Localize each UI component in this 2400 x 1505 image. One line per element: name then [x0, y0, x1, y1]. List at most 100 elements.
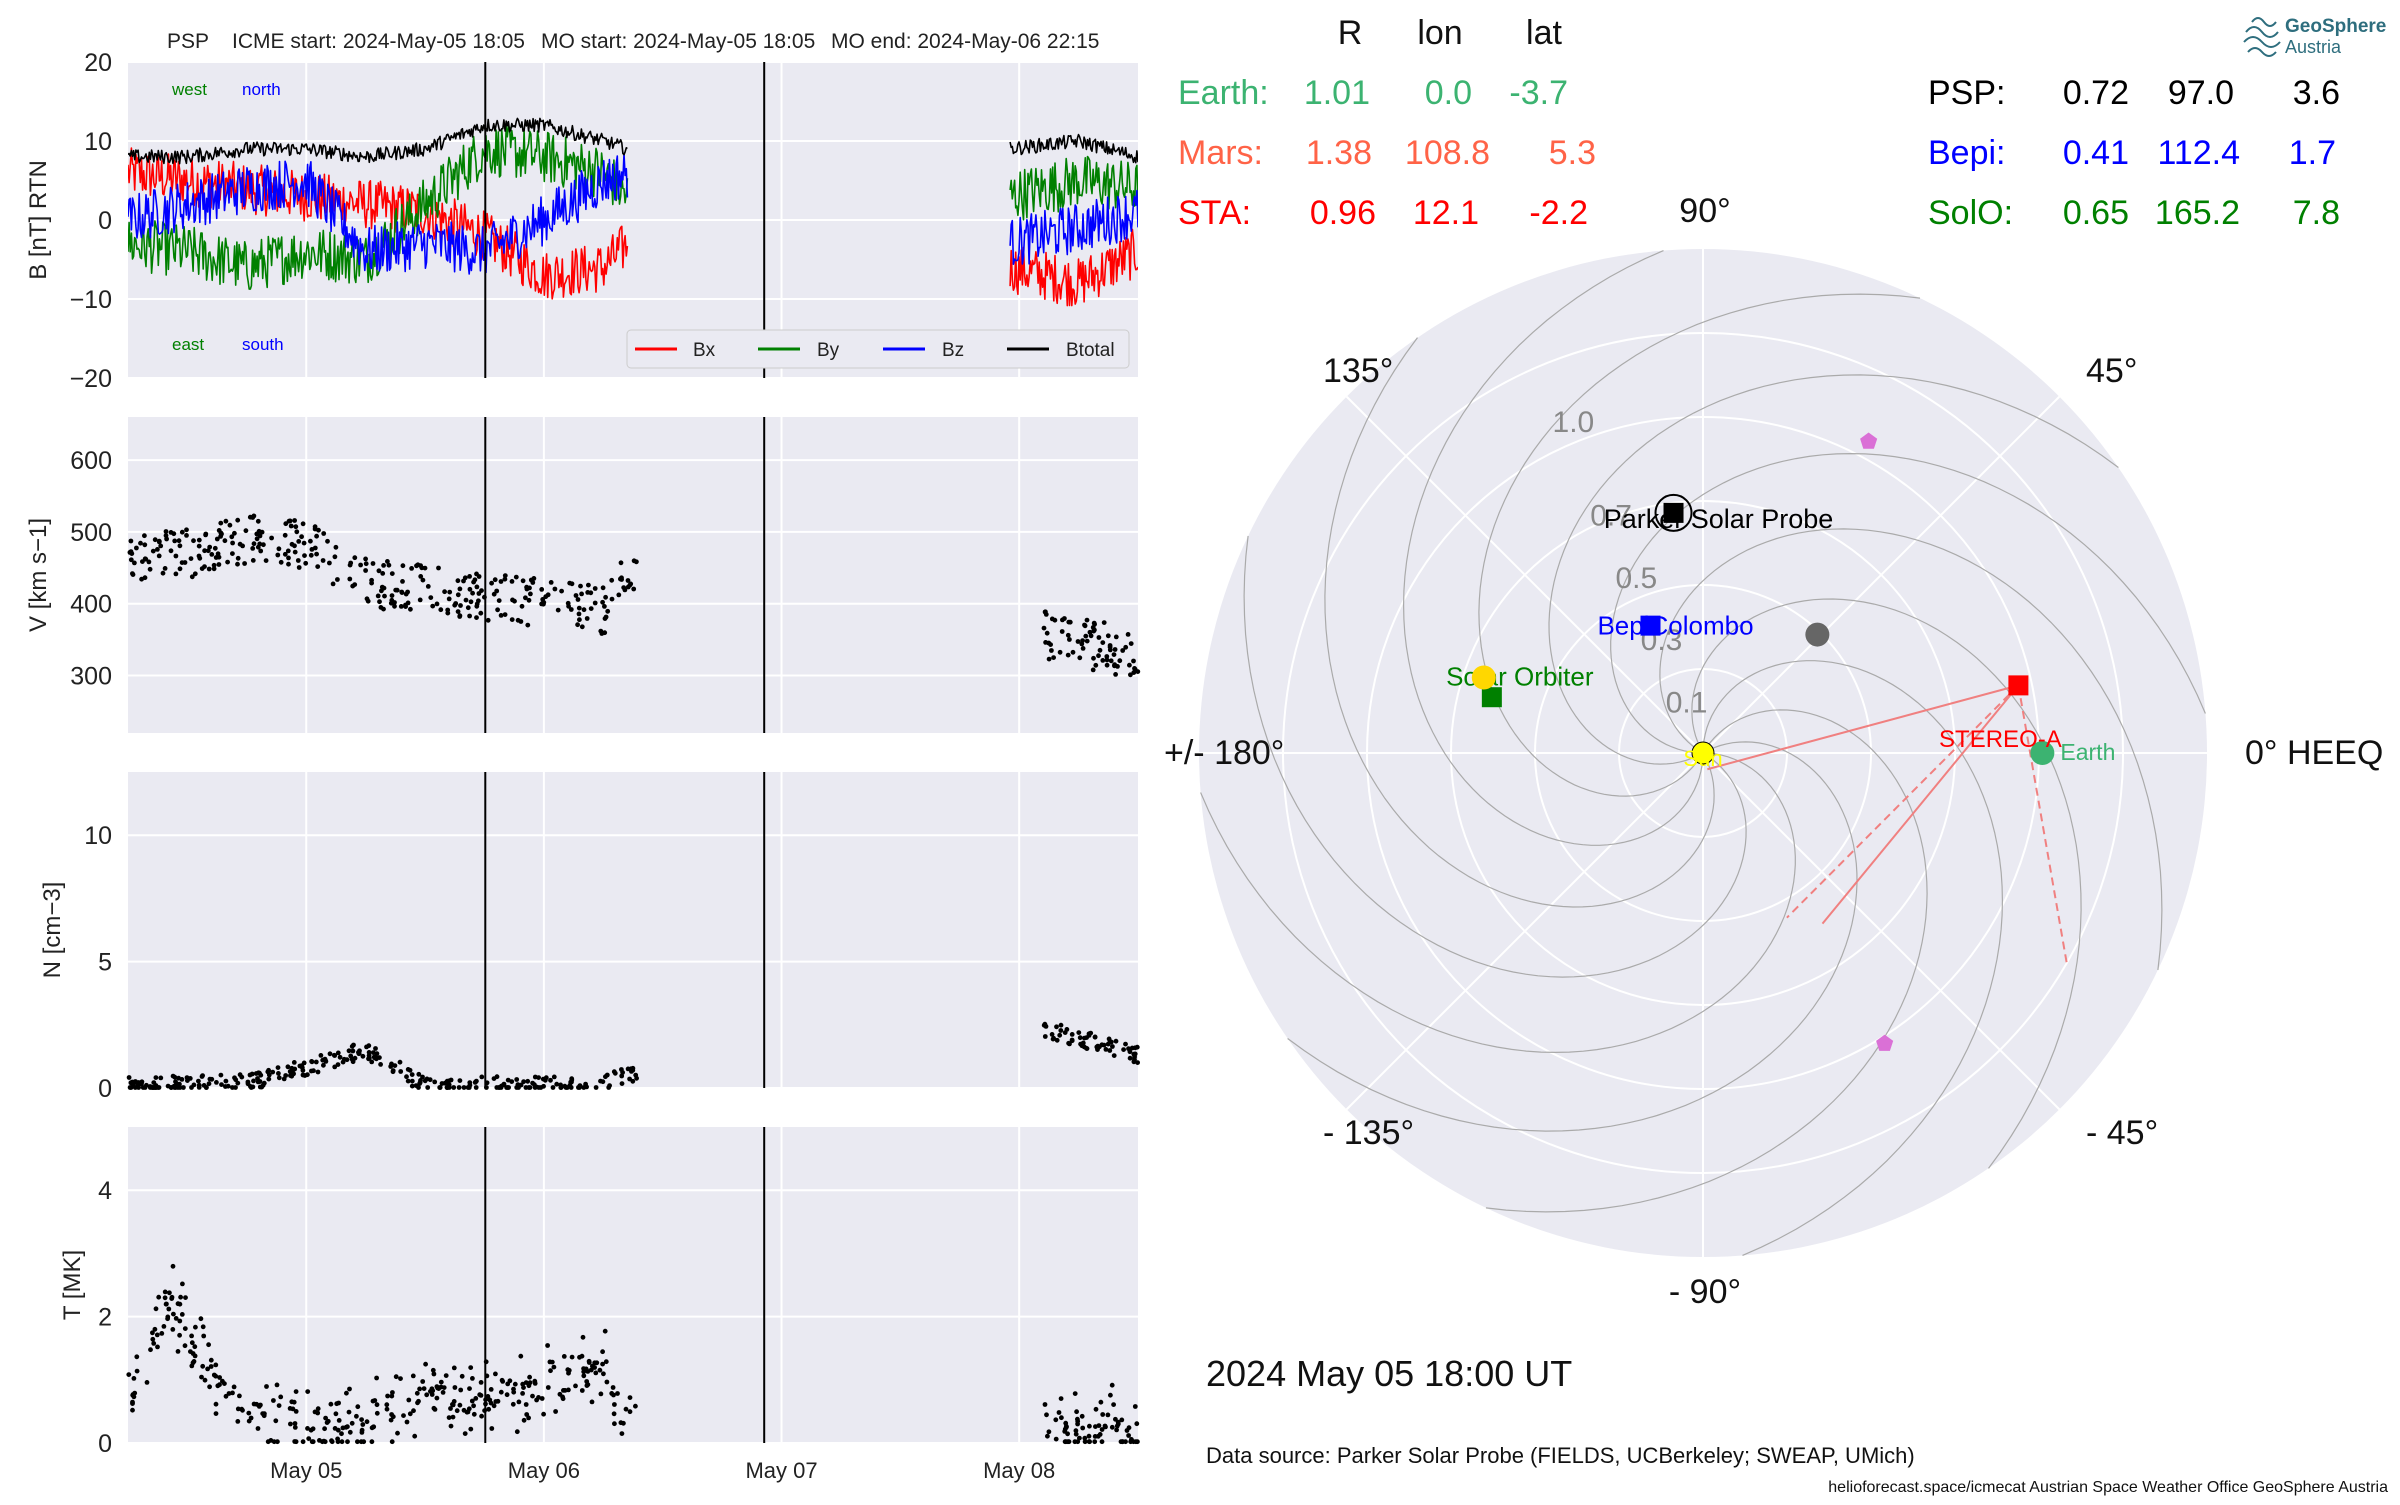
data-point [152, 537, 158, 543]
data-point [349, 1044, 355, 1049]
data-point [128, 557, 134, 563]
data-point [417, 1080, 423, 1085]
data-point [409, 1083, 415, 1089]
data-point [486, 1406, 492, 1412]
data-point [527, 1380, 533, 1386]
data-point [330, 581, 336, 587]
data-point [430, 603, 436, 609]
data-point [369, 1439, 375, 1445]
data-point [553, 1409, 558, 1414]
data-point [138, 540, 143, 546]
data-point [215, 551, 221, 557]
data-point [581, 607, 587, 613]
data-point [1042, 609, 1048, 615]
data-point [471, 1411, 477, 1417]
data-point [491, 591, 497, 597]
row-name: Earth: [1178, 74, 1269, 112]
data-point [489, 580, 494, 586]
data-point [598, 1078, 603, 1084]
data-point [242, 561, 248, 566]
body-solar-orbiter-label: Solar Orbiter [1446, 662, 1594, 692]
data-point [162, 1295, 168, 1301]
data-point [607, 1083, 612, 1088]
data-point [461, 1085, 467, 1090]
data-point [509, 617, 515, 622]
data-point [431, 1371, 437, 1377]
data-point [1042, 1402, 1048, 1407]
data-point [126, 1372, 132, 1377]
data-point [552, 586, 558, 592]
data-point [276, 1075, 282, 1081]
data-point [1069, 1032, 1075, 1037]
data-point [188, 1349, 193, 1354]
data-point [1113, 634, 1119, 640]
data-point [294, 529, 300, 535]
data-point [255, 1426, 261, 1431]
data-point [269, 535, 274, 541]
data-point [1084, 638, 1090, 644]
row-r: 0.41 [2063, 134, 2129, 172]
data-point [153, 1075, 159, 1080]
data-point [363, 561, 369, 567]
data-point [282, 551, 288, 557]
data-point [231, 1384, 237, 1390]
data-source: Data source: Parker Solar Probe (FIELDS,… [1206, 1443, 1915, 1468]
data-point [523, 1402, 529, 1407]
data-point [448, 1423, 454, 1429]
data-point [1041, 625, 1047, 631]
data-point [1077, 1435, 1082, 1441]
data-point [159, 1331, 165, 1336]
data-point [177, 566, 183, 572]
data-point [240, 1407, 245, 1413]
data-point [1063, 1420, 1069, 1426]
data-point [254, 536, 260, 542]
data-point [1046, 640, 1052, 646]
data-point [443, 1080, 449, 1086]
data-point [487, 1397, 493, 1403]
data-point [548, 1077, 553, 1083]
legend-box [626, 329, 1130, 369]
data-point [409, 1078, 415, 1084]
body-sun-label: Sun [1683, 746, 1722, 771]
data-point [625, 578, 631, 583]
data-point [251, 1078, 256, 1084]
data-point [516, 1085, 521, 1090]
data-point [147, 566, 153, 572]
data-point [131, 1376, 137, 1381]
data-point [1056, 1410, 1062, 1415]
data-point [170, 1327, 176, 1332]
data-point [465, 1409, 471, 1415]
series-group [126, 1021, 1140, 1090]
data-point [209, 552, 215, 557]
corner-label-west: west [171, 80, 207, 99]
data-point [230, 1085, 235, 1090]
data-point [1076, 1030, 1082, 1035]
data-point [610, 1385, 616, 1390]
panel-density: 10 5 0 N [cm−3] [39, 772, 1140, 1103]
data-point [1129, 1045, 1135, 1051]
data-point [132, 560, 137, 566]
data-point [292, 1421, 298, 1426]
data-point [1072, 1439, 1078, 1445]
data-point [331, 1052, 337, 1058]
data-point [166, 1306, 172, 1312]
data-point [320, 558, 326, 563]
data-point [359, 1417, 364, 1422]
data-point [265, 1069, 271, 1075]
data-point [150, 1336, 156, 1342]
data-point [557, 1391, 563, 1397]
data-point [393, 1374, 399, 1380]
y-tick-label: 10 [84, 128, 112, 156]
data-point [183, 1295, 188, 1300]
data-point [305, 1072, 310, 1078]
data-point [308, 538, 313, 544]
data-point [1123, 1041, 1128, 1047]
body-solar-orbiter-marker [1481, 687, 1502, 708]
data-point [312, 1409, 318, 1415]
data-point [300, 521, 306, 527]
data-point [347, 1386, 352, 1392]
data-point [1065, 1439, 1071, 1445]
data-point [495, 1398, 501, 1404]
data-point [288, 1421, 293, 1427]
